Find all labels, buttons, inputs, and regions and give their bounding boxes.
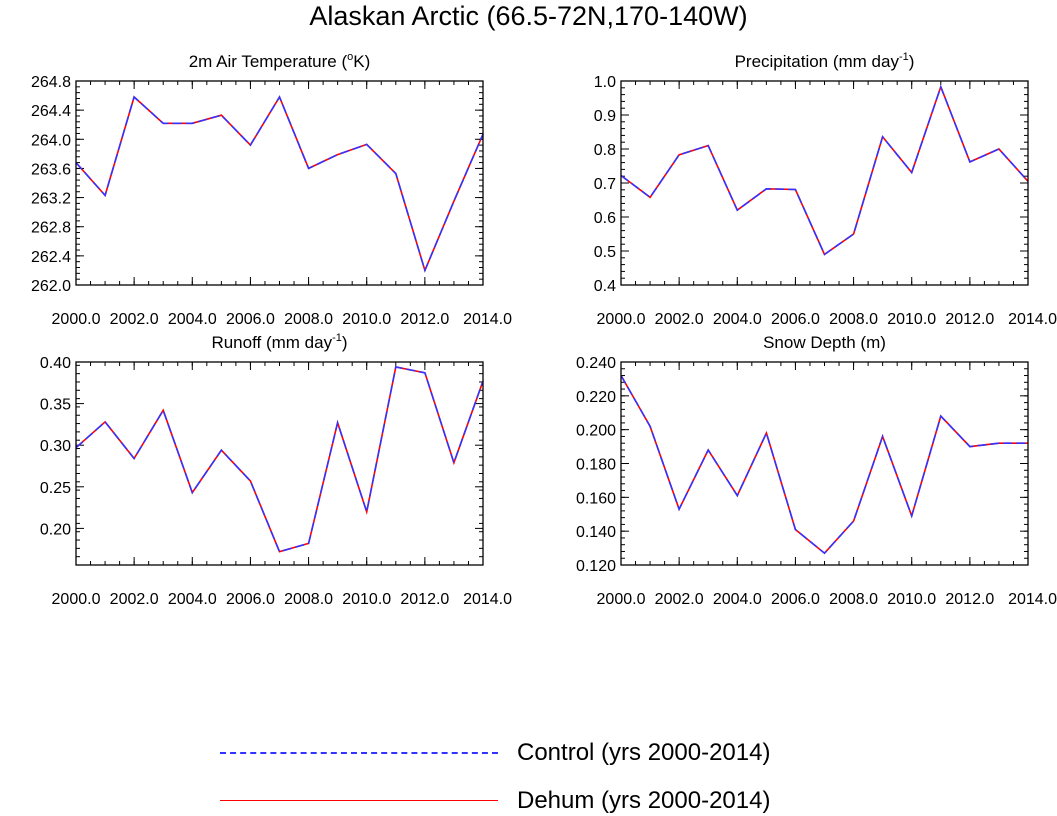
x-tick-label: 2014.0 xyxy=(1008,311,1057,328)
chart-air-temperature: 2m Air Temperature (oK) 262.0 262.4 262.8 26… xyxy=(31,51,512,328)
chart-title-runoff: Runoff (mm day-1) xyxy=(211,332,347,352)
y-tick-label: 1.0 xyxy=(594,74,616,91)
y-tick-label: 0.180 xyxy=(576,457,616,474)
x-tick-label: 2002.0 xyxy=(110,591,159,608)
plot-frame xyxy=(620,80,1029,286)
chart-runoff: Runoff (mm day-1) 0.20 0.25 0.30 0.35 0.40 200… xyxy=(40,332,512,608)
y-tick-label: 0.35 xyxy=(40,397,71,414)
y-tick-label: 0.25 xyxy=(40,480,71,497)
y-tick-label: 0.160 xyxy=(576,490,616,507)
y-tick-label: 0.4 xyxy=(594,278,616,295)
series-line-control xyxy=(620,84,1029,256)
series-line-dehum xyxy=(620,375,1028,555)
chart-title-tail: K) xyxy=(353,52,370,71)
x-tick-label: 2014.0 xyxy=(463,591,512,608)
y-tick-label: 0.6 xyxy=(594,210,616,227)
y-tick-label: 262.0 xyxy=(31,278,71,295)
chart-title-tail: ) xyxy=(342,333,348,352)
y-tick-label: 263.6 xyxy=(31,161,71,178)
x-tick-label: 2012.0 xyxy=(945,311,994,328)
plot-frame xyxy=(620,361,1029,566)
x-tick-label: 2000.0 xyxy=(52,311,101,328)
legend-swatch-control xyxy=(220,752,498,754)
x-tick-label: 2010.0 xyxy=(887,591,936,608)
chart-title-text: Precipitation (mm day xyxy=(735,52,900,71)
legend-item-control: Control (yrs 2000-2014) xyxy=(220,738,840,768)
chart-snow-depth: Snow Depth (m) 0.120 0.140 0.160 0.180 0.200 0… xyxy=(576,333,1057,608)
chart-title-text: Snow Depth (m) xyxy=(763,333,886,352)
figure-title: Alaskan Arctic (66.5-72N,170-140W) xyxy=(309,1,748,31)
series-line-dehum xyxy=(620,84,1029,256)
legend-label-control: Control (yrs 2000-2014) xyxy=(517,739,771,766)
chart-panels: 2m Air Temperature (oK) 262.0 262.4 262.8 26… xyxy=(31,51,1057,608)
x-tick-label: 2004.0 xyxy=(713,591,762,608)
y-tick-label: 0.240 xyxy=(576,355,616,372)
y-tick-label: 0.30 xyxy=(40,438,71,455)
x-tick-label: 2004.0 xyxy=(168,591,217,608)
legend-swatch-dehum xyxy=(220,800,498,801)
series-line-dehum xyxy=(75,95,484,273)
x-tick-label: 2010.0 xyxy=(342,311,391,328)
chart-title-precipitation: Precipitation (mm day-1) xyxy=(735,51,915,71)
chart-title-superscript: -1 xyxy=(332,332,342,344)
x-tick-label: 2002.0 xyxy=(655,311,704,328)
x-tick-label: 2012.0 xyxy=(945,591,994,608)
chart-title-superscript: -1 xyxy=(899,51,909,63)
series-line-control xyxy=(75,95,484,273)
chart-title-air-temperature: 2m Air Temperature (oK) xyxy=(189,51,371,71)
x-tick-label: 2006.0 xyxy=(226,311,275,328)
y-tick-label: 0.200 xyxy=(576,423,616,440)
y-tick-label: 264.8 xyxy=(31,74,71,91)
y-tick-label: 0.20 xyxy=(40,521,71,538)
y-tick-label: 262.4 xyxy=(31,249,71,266)
x-tick-label: 2004.0 xyxy=(713,311,762,328)
legend-item-dehum: Dehum (yrs 2000-2014) xyxy=(220,786,840,816)
chart-precipitation: Precipitation (mm day-1) 0.4 0.5 0.6 0.7 0.8 0… xyxy=(594,51,1057,328)
x-tick-label: 2000.0 xyxy=(597,311,646,328)
x-tick-label: 2000.0 xyxy=(597,591,646,608)
x-tick-label: 2002.0 xyxy=(110,311,159,328)
x-tick-label: 2014.0 xyxy=(463,311,512,328)
chart-title-text: 2m Air Temperature ( xyxy=(189,52,348,71)
x-tick-label: 2000.0 xyxy=(52,591,101,608)
y-tick-label: 0.40 xyxy=(40,355,71,372)
chart-title-tail: ) xyxy=(909,52,915,71)
plot-frame xyxy=(75,80,484,286)
y-tick-label: 264.0 xyxy=(31,132,71,149)
y-tick-label: 0.7 xyxy=(594,176,616,193)
x-tick-label: 2006.0 xyxy=(771,311,820,328)
y-tick-label: 0.8 xyxy=(594,142,616,159)
y-tick-label: 263.2 xyxy=(31,191,71,208)
y-tick-label: 0.220 xyxy=(576,389,616,406)
x-tick-label: 2002.0 xyxy=(655,591,704,608)
series-line-dehum xyxy=(75,366,484,553)
series-line-control xyxy=(75,366,484,553)
x-tick-label: 2006.0 xyxy=(226,591,275,608)
y-tick-label: 262.8 xyxy=(31,220,71,237)
chart-title-snow-depth: Snow Depth (m) xyxy=(763,333,886,352)
y-tick-label: 0.120 xyxy=(576,558,616,575)
plot-frame xyxy=(75,361,484,566)
x-tick-label: 2006.0 xyxy=(771,591,820,608)
x-tick-label: 2008.0 xyxy=(284,311,333,328)
x-tick-label: 2012.0 xyxy=(400,311,449,328)
x-tick-label: 2010.0 xyxy=(342,591,391,608)
x-tick-label: 2004.0 xyxy=(168,311,217,328)
y-tick-label: 0.9 xyxy=(594,108,616,125)
y-tick-label: 0.5 xyxy=(594,244,616,261)
legend-label-dehum: Dehum (yrs 2000-2014) xyxy=(517,787,771,814)
x-tick-label: 2014.0 xyxy=(1008,591,1057,608)
chart-title-text: Runoff (mm day xyxy=(211,333,332,352)
x-tick-label: 2010.0 xyxy=(887,311,936,328)
x-tick-label: 2012.0 xyxy=(400,591,449,608)
x-tick-label: 2008.0 xyxy=(284,591,333,608)
chart-title-superscript: o xyxy=(347,51,353,63)
x-tick-label: 2008.0 xyxy=(829,311,878,328)
y-tick-label: 0.140 xyxy=(576,524,616,541)
x-tick-label: 2008.0 xyxy=(829,591,878,608)
y-tick-label: 264.4 xyxy=(31,103,71,120)
series-line-control xyxy=(620,375,1028,555)
